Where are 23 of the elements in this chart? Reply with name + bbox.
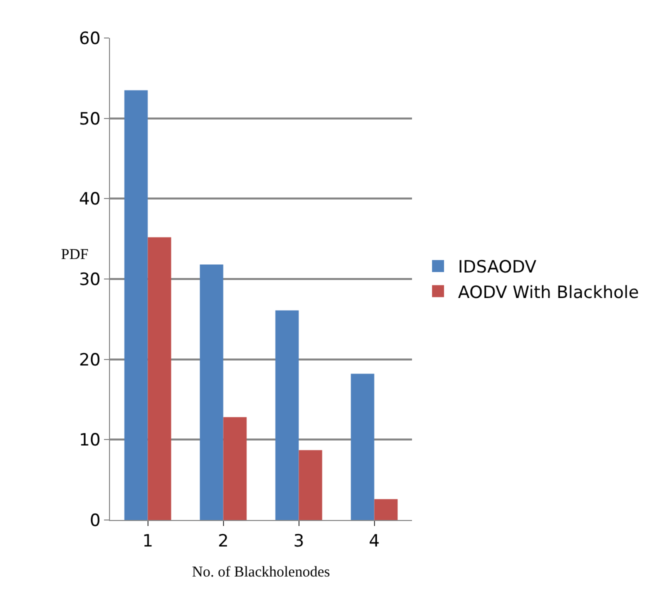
x-axis-title: No. of Blackholenodes bbox=[192, 564, 330, 580]
bar bbox=[374, 499, 398, 520]
x-tick-label: 1 bbox=[142, 531, 154, 552]
bar bbox=[350, 374, 374, 520]
y-axis-title: PDF bbox=[61, 247, 89, 263]
bar bbox=[223, 417, 247, 520]
bar bbox=[148, 237, 172, 520]
legend-label: IDSAODV bbox=[458, 258, 537, 278]
x-tick-label: 2 bbox=[218, 531, 229, 552]
y-tick-label: 10 bbox=[78, 430, 101, 451]
y-tick-label: 40 bbox=[78, 190, 101, 210]
y-tick-label: 0 bbox=[90, 510, 101, 531]
bar bbox=[200, 264, 224, 520]
bar bbox=[275, 310, 299, 520]
bar bbox=[124, 90, 148, 520]
x-tick-label: 3 bbox=[293, 531, 304, 552]
x-tick-label: 4 bbox=[368, 531, 380, 552]
bar bbox=[298, 450, 322, 520]
legend-label: AODV With Blackhole bbox=[458, 282, 639, 303]
y-tick-label: 30 bbox=[78, 270, 101, 290]
y-tick-label: 60 bbox=[78, 28, 101, 49]
y-tick-label: 50 bbox=[78, 109, 101, 130]
y-tick-label: 20 bbox=[78, 350, 101, 370]
